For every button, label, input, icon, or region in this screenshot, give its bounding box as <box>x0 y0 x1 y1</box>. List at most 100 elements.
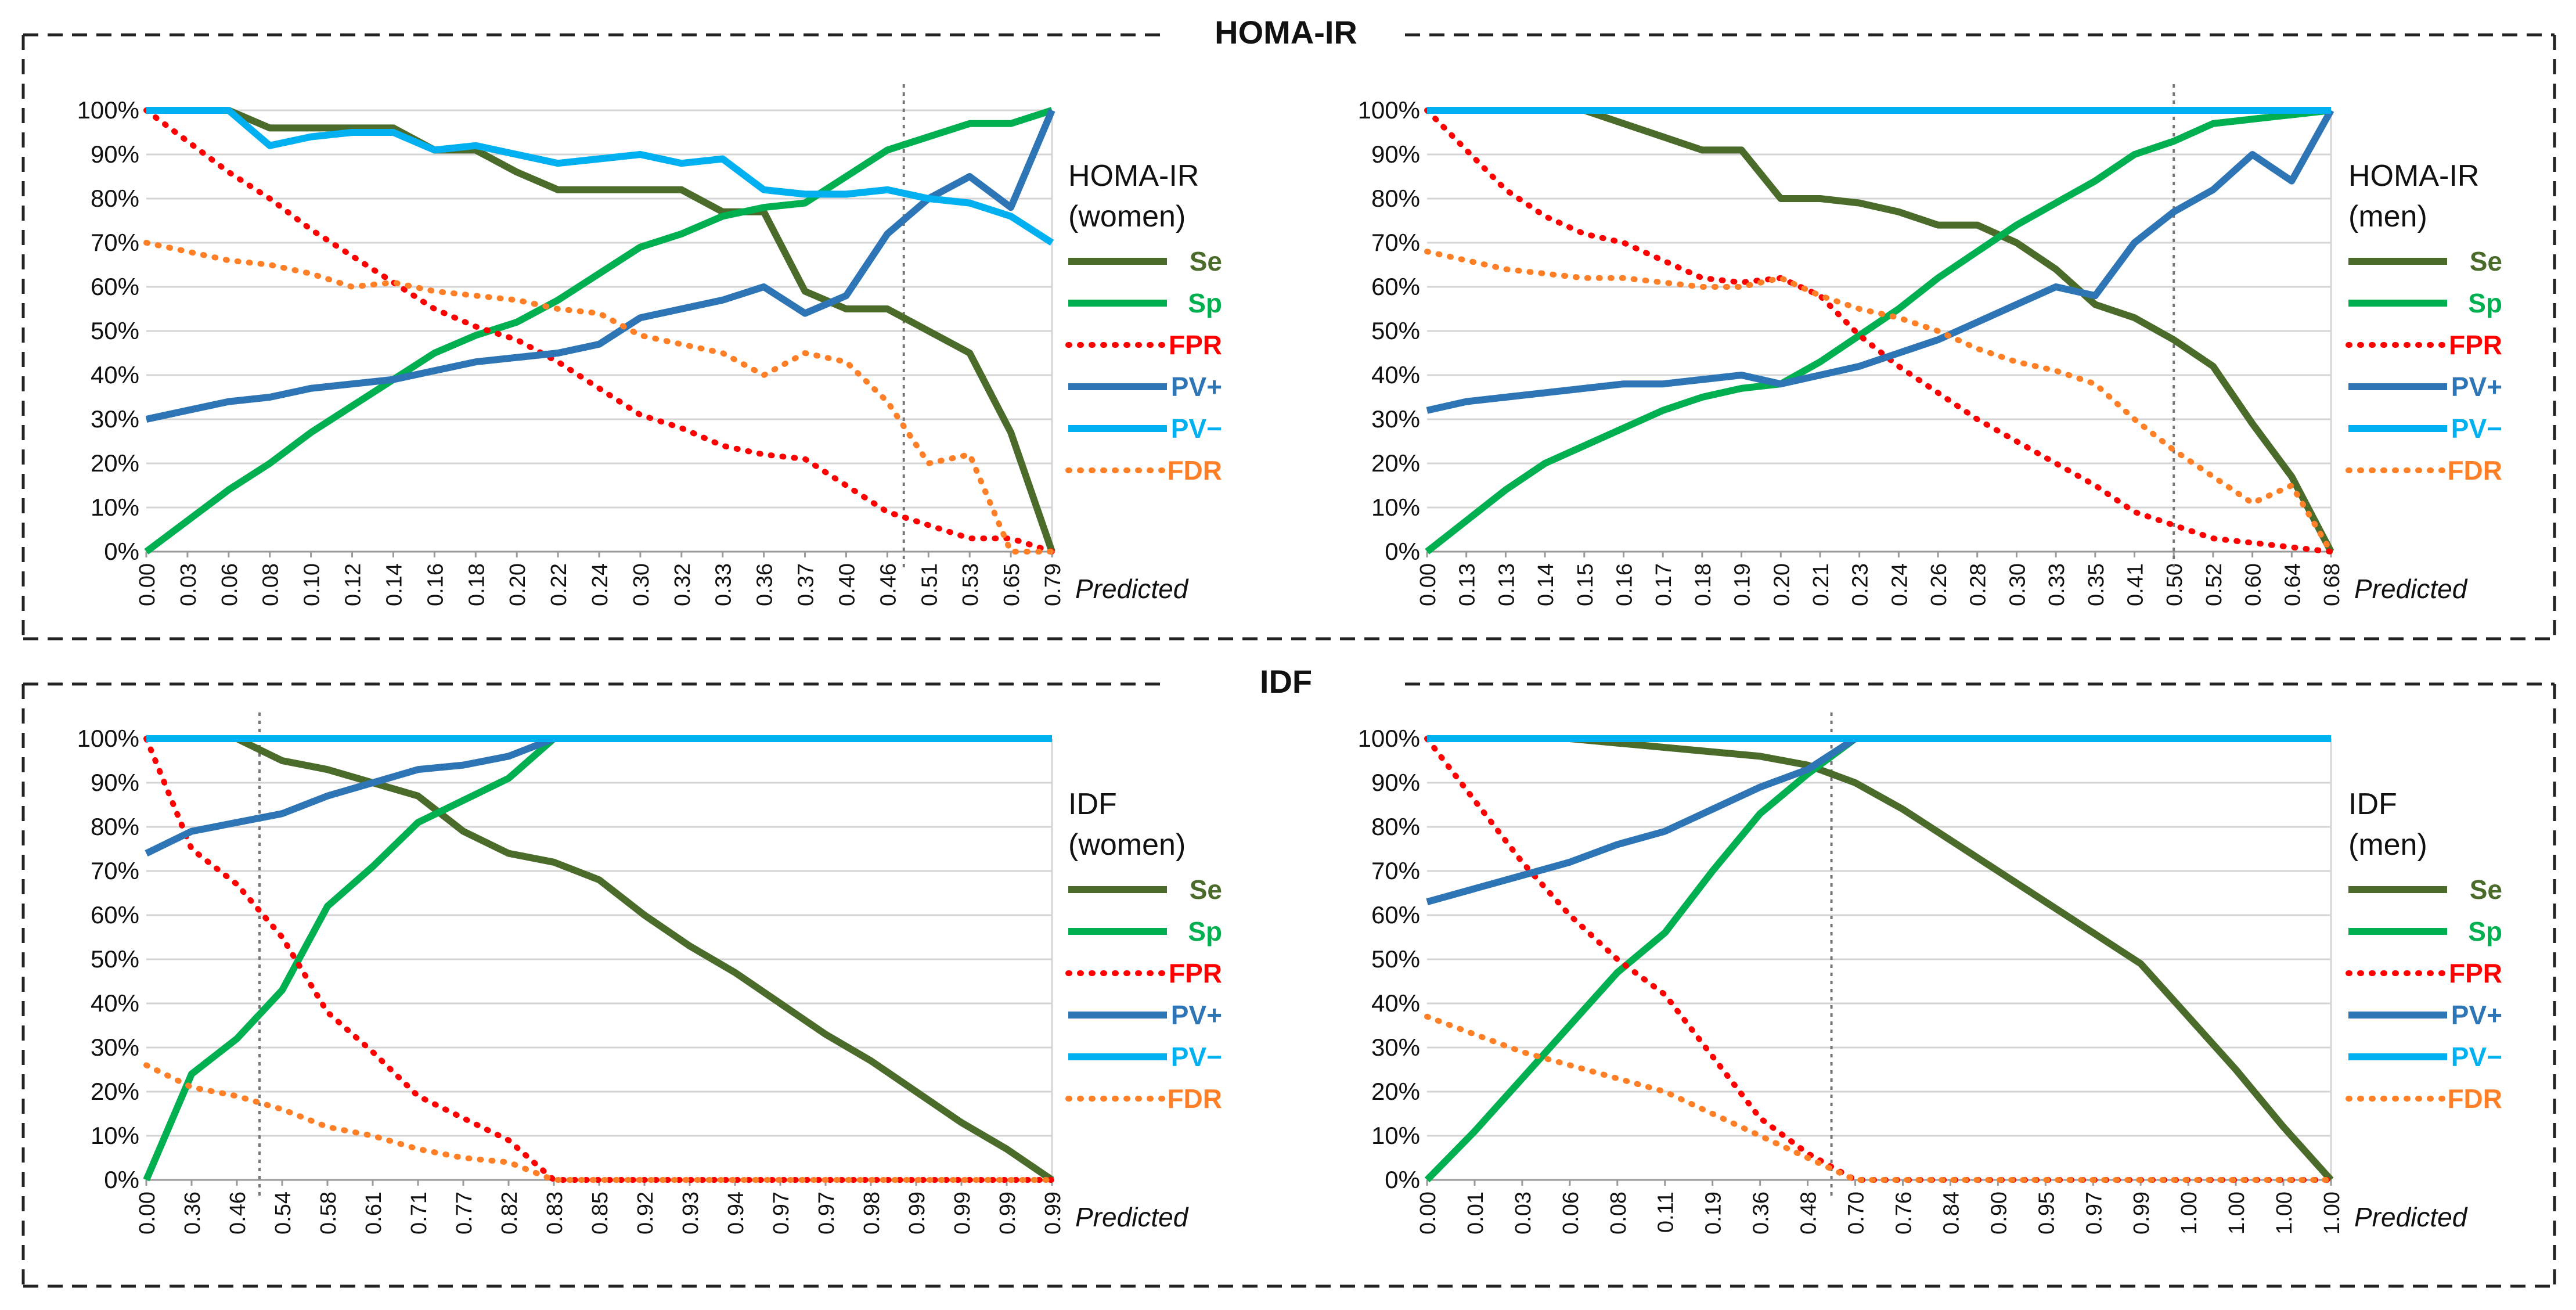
x-tick-label: 0.36 <box>1749 1192 1774 1235</box>
chart-label-line2: (men) <box>2348 828 2427 862</box>
y-tick-label: 70% <box>1371 229 1420 256</box>
y-tick-label: 80% <box>1371 813 1420 840</box>
chart-label-line2: (women) <box>1068 200 1186 233</box>
y-tick-label: 20% <box>1371 449 1420 477</box>
x-tick-label: 0.94 <box>724 1192 748 1235</box>
x-tick-label: 0.97 <box>815 1192 839 1235</box>
chart-label-line1: IDF <box>2348 787 2397 821</box>
y-tick-label: 20% <box>91 1078 139 1105</box>
y-tick-label: 70% <box>1371 857 1420 884</box>
y-tick-label: 10% <box>91 1122 139 1149</box>
x-tick-label: 0.92 <box>633 1192 658 1235</box>
series-line-fdr <box>1424 249 2334 555</box>
homa-ir-section-title: HOMA-IR <box>1215 14 1357 51</box>
x-tick-label: 0.51 <box>917 563 942 606</box>
x-tick-label: 0.54 <box>271 1192 296 1235</box>
y-tick-label: 30% <box>1371 405 1420 433</box>
x-tick-label: 0.18 <box>464 563 489 606</box>
x-tick-label: 0.00 <box>135 563 160 606</box>
legend-label-se: Se <box>2470 246 2502 276</box>
y-tick-label: 40% <box>1371 989 1420 1017</box>
idf-section-frame <box>21 682 2556 1288</box>
chart-idf-women: 0% 10% 20% 30% 40% 50% 60% 70% 80% 90% 100% 0.00 0.3… <box>77 712 1222 1235</box>
x-axis-title: Predicted <box>2354 574 2468 604</box>
y-tick-label: 60% <box>1371 901 1420 928</box>
x-tick-label: 0.30 <box>2005 563 2030 606</box>
x-tick-label: 0.99 <box>1041 1192 1065 1235</box>
chart-label-line1: HOMA-IR <box>1068 159 1199 193</box>
x-tick-label: 0.60 <box>2242 563 2266 606</box>
x-tick-label: 0.21 <box>1809 563 1833 606</box>
y-tick-label: 10% <box>91 494 139 521</box>
legend-label-fpr: FPR <box>1169 330 1222 360</box>
x-tick-label: 0.14 <box>382 563 406 606</box>
series-line-pv-plus <box>145 735 1052 856</box>
x-tick-label: 0.64 <box>2280 563 2305 606</box>
legend-label-sp: Sp <box>1188 288 1222 318</box>
x-tick-label: 0.50 <box>2163 563 2187 606</box>
x-tick-label: 0.03 <box>176 563 201 606</box>
legend-label-pv-plus: PV+ <box>1171 1000 1222 1030</box>
series-line-pv-plus <box>145 109 1055 423</box>
chart-homa-ir-women: 0% 10% 20% 30% 40% 50% 60% 70% 80% 90% 100% 0.00 0.0… <box>77 84 1222 606</box>
series-line-sp <box>144 107 1053 555</box>
y-tick-label: 40% <box>91 989 139 1017</box>
y-tick-label: 10% <box>1371 1122 1420 1149</box>
x-tick-label: 0.22 <box>547 563 571 606</box>
x-tick-label: 0.24 <box>1887 563 1912 606</box>
legend-label-sp: Sp <box>2468 288 2502 318</box>
x-tick-label: 0.01 <box>1464 1192 1488 1235</box>
series-line-fpr <box>143 107 1055 555</box>
y-tick-label: 20% <box>1371 1078 1420 1105</box>
series-line-pv-plus <box>1426 735 2331 905</box>
y-tick-label: 70% <box>91 229 139 256</box>
x-tick-label: 1.00 <box>2177 1192 2202 1235</box>
y-tick-label: 30% <box>91 1034 139 1061</box>
y-tick-label: 80% <box>91 813 139 840</box>
x-tick-label: 0.12 <box>341 563 366 606</box>
x-tick-label: 0.26 <box>1927 563 1951 606</box>
x-tick-label: 0.99 <box>905 1192 929 1235</box>
x-tick-label: 0.40 <box>835 563 859 606</box>
series-line-fdr <box>143 1062 1055 1183</box>
x-tick-label: 0.08 <box>259 563 283 606</box>
x-tick-label: 0.99 <box>2130 1192 2154 1235</box>
x-tick-label: 0.68 <box>2320 563 2344 606</box>
x-tick-label: 0.99 <box>996 1192 1020 1235</box>
y-tick-label: 40% <box>91 361 139 388</box>
x-tick-label: 0.77 <box>452 1192 477 1235</box>
y-tick-label: 50% <box>91 317 139 344</box>
legend-label-pv-minus: PV− <box>2451 1042 2502 1072</box>
x-tick-label: 0.10 <box>300 563 325 606</box>
y-tick-label: 20% <box>91 449 139 477</box>
y-tick-label: 70% <box>91 857 139 884</box>
x-tick-label: 0.14 <box>1534 563 1558 606</box>
chart-label-line2: (men) <box>2348 200 2427 233</box>
legend-label-fpr: FPR <box>2449 958 2502 988</box>
series-line-fdr <box>1424 1013 2334 1183</box>
y-tick-label: 100% <box>77 96 139 124</box>
y-tick-label: 90% <box>91 141 139 168</box>
legend-label-pv-plus: PV+ <box>2451 1000 2502 1030</box>
x-tick-label: 0.33 <box>712 563 736 606</box>
x-tick-label: 0.32 <box>671 563 695 606</box>
x-tick-label: 0.83 <box>543 1192 567 1235</box>
x-tick-label: 0.00 <box>135 1192 160 1235</box>
series-line-sp <box>1425 107 2332 555</box>
x-tick-label: 0.93 <box>679 1192 703 1235</box>
x-tick-label: 0.19 <box>1731 563 1755 606</box>
y-tick-label: 40% <box>1371 361 1420 388</box>
x-tick-label: 0.48 <box>1797 1192 1821 1235</box>
x-tick-label: 0.41 <box>2124 563 2148 606</box>
x-tick-label: 1.00 <box>2320 1192 2344 1235</box>
series-line-fpr <box>1424 107 2334 555</box>
x-tick-label: 0.99 <box>950 1192 975 1235</box>
x-tick-label: 0.30 <box>629 563 654 606</box>
y-tick-label: 60% <box>91 901 139 928</box>
legend-label-pv-minus: PV− <box>1171 413 1222 444</box>
y-tick-label: 90% <box>1371 769 1420 796</box>
series-line-pv-plus <box>1426 109 2334 414</box>
x-tick-label: 0.95 <box>2034 1192 2059 1235</box>
x-tick-label: 0.33 <box>2045 563 2069 606</box>
